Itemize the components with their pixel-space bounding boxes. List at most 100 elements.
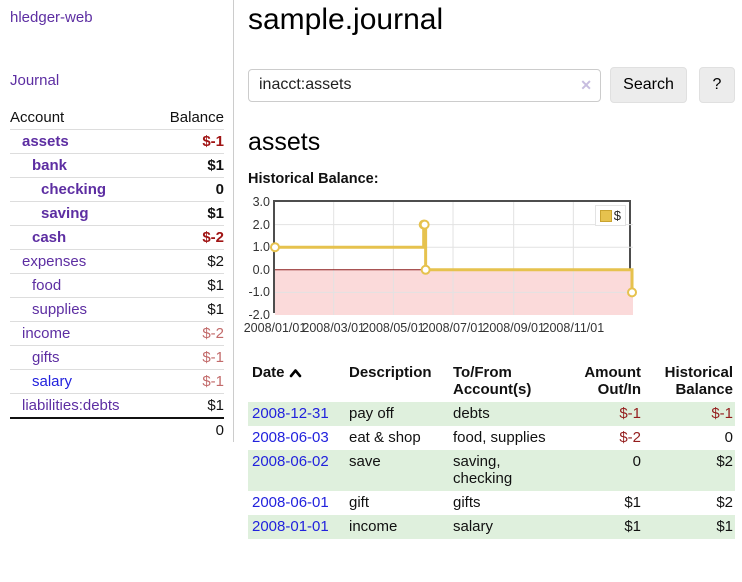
transaction-balance: $-1 [643, 402, 735, 426]
register-header-balance: Historical Balance [664, 364, 733, 398]
transaction-description: income [345, 515, 449, 539]
register-row: 2008-06-03 eat & shop food, supplies $-2… [248, 426, 735, 450]
account-balance: $1 [153, 273, 224, 298]
transaction-amount: 0 [561, 450, 643, 491]
accounts-header-row: Account Balance [10, 106, 224, 130]
account-link-assets[interactable]: assets [22, 133, 69, 150]
transaction-accounts: food, supplies [453, 429, 546, 446]
y-axis-tick-label: 0.0 [252, 262, 270, 277]
account-link-liabilities-debts[interactable]: liabilities:debts [22, 397, 120, 414]
register-header-row: Date Description To/From Account(s) Amou… [248, 361, 735, 402]
account-balance: 0 [153, 177, 224, 202]
accounts-total-row: 0 [10, 417, 224, 442]
nav-journal-link[interactable]: Journal [10, 72, 60, 89]
transaction-amount: $1 [561, 515, 643, 539]
account-link-checking[interactable]: checking [41, 181, 107, 198]
transaction-date-link[interactable]: 2008-06-02 [252, 453, 329, 470]
account-balance: $1 [153, 297, 224, 322]
account-balance: $2 [153, 249, 224, 274]
transaction-description: pay off [345, 402, 449, 426]
x-axis-tick-label: 2008/03/01 [302, 321, 365, 335]
account-row-supplies: supplies $1 [10, 297, 224, 322]
search-button[interactable]: Search [610, 67, 687, 103]
legend-label: $ [613, 208, 621, 223]
account-row-gifts: gifts $-1 [10, 345, 224, 370]
account-balance: $-1 [153, 369, 224, 394]
transaction-amount: $-2 [619, 429, 641, 446]
page-title: sample.journal [248, 3, 444, 36]
register-header-description: Description [349, 364, 432, 381]
sort-ascending-icon [289, 369, 301, 378]
x-axis-tick-label: 2008/09/01 [482, 321, 545, 335]
register-header-account: To/From Account(s) [453, 364, 532, 398]
account-balance: $-1 [153, 129, 224, 154]
transaction-description: gift [349, 494, 370, 511]
transaction-date-link[interactable]: 2008-06-01 [252, 494, 329, 511]
account-row-assets: assets $-1 [10, 129, 224, 154]
account-row-expenses: expenses $2 [10, 249, 224, 274]
account-row-liabilities-debts: liabilities:debts $1 [10, 393, 224, 418]
account-row-saving: saving $1 [10, 201, 224, 226]
account-link-bank[interactable]: bank [32, 157, 68, 174]
clear-search-icon[interactable]: ✕ [580, 76, 592, 93]
account-balance: $-2 [153, 225, 224, 250]
sidebar-content: hledger-web Journal Account Balance asse… [0, 0, 234, 442]
chart-legend: $ [594, 205, 626, 226]
account-row-bank: bank $1 [10, 153, 224, 178]
account-balance: $1 [153, 201, 224, 226]
transaction-accounts: saving, checking [449, 450, 561, 491]
account-link-food[interactable]: food [32, 277, 62, 294]
account-link-cash[interactable]: cash [32, 229, 67, 246]
transaction-accounts: gifts [453, 494, 481, 511]
transaction-date-link[interactable]: 2008-12-31 [252, 405, 329, 422]
chart-canvas [270, 202, 638, 315]
transaction-amount: $-1 [561, 402, 643, 426]
y-axis-tick-label: 1.0 [252, 240, 270, 255]
main-content: sample.journal ✕ Search ? assets Histori… [234, 0, 742, 539]
transaction-amount: $1 [624, 494, 641, 511]
transaction-date-link[interactable]: 2008-06-03 [252, 429, 329, 446]
transaction-description: eat & shop [349, 429, 421, 446]
account-link-expenses[interactable]: expenses [22, 253, 87, 270]
transaction-description: save [345, 450, 449, 491]
account-row-food: food $1 [10, 273, 224, 298]
register-row: 2008-12-31 pay off debts $-1 $-1 [248, 402, 735, 426]
transaction-balance: 0 [724, 429, 733, 446]
register-row: 2008-06-02 save saving, checking 0 $2 [248, 450, 735, 491]
transaction-accounts: debts [449, 402, 561, 426]
account-link-gifts[interactable]: gifts [32, 349, 60, 366]
search-form: ✕ Search ? [248, 67, 735, 103]
register-header-amount: Amount Out/In [584, 364, 641, 398]
account-link-salary[interactable]: salary [32, 373, 73, 390]
account-link-saving[interactable]: saving [41, 205, 89, 222]
brand-link[interactable]: hledger-web [10, 9, 93, 26]
register-table: Date Description To/From Account(s) Amou… [248, 361, 735, 539]
account-balance: $1 [153, 153, 224, 178]
account-title: assets [248, 128, 321, 156]
account-balance: $-2 [153, 321, 224, 346]
account-link-income[interactable]: income [22, 325, 71, 342]
register-row: 2008-01-01 income salary $1 $1 [248, 515, 735, 539]
account-balance: $-1 [153, 345, 224, 370]
account-row-checking: checking 0 [10, 177, 224, 202]
transaction-date-link[interactable]: 2008-01-01 [252, 518, 329, 535]
account-row-cash: cash $-2 [10, 225, 224, 250]
search-input[interactable] [248, 68, 601, 102]
y-axis-tick-label: -2.0 [248, 308, 270, 322]
account-link-supplies[interactable]: supplies [32, 301, 88, 318]
accounts-header-account: Account [10, 109, 65, 126]
chart-plot-area: $ 3.0 2.0 1.0 0.0 -1.0 -2.0 2008/01/01 2008/03/… [244, 195, 638, 335]
transaction-accounts: salary [449, 515, 561, 539]
account-balance: $1 [153, 393, 224, 418]
x-axis-tick-label: 2008/05/01 [362, 321, 425, 335]
accounts-table: Account Balance assets $-1 bank $1 check… [10, 106, 224, 442]
y-axis-tick-label: 3.0 [252, 195, 270, 209]
accounts-header-balance: Balance [169, 109, 224, 126]
help-button[interactable]: ? [699, 67, 735, 103]
sidebar: hledger-web Journal Account Balance asse… [0, 0, 234, 539]
transaction-balance: $2 [716, 494, 733, 511]
transaction-balance: $1 [643, 515, 735, 539]
x-axis-tick-label: 2008/01/01 [243, 321, 307, 335]
app-window: hledger-web Journal Account Balance asse… [0, 0, 742, 539]
register-header-date[interactable]: Date [248, 361, 345, 402]
